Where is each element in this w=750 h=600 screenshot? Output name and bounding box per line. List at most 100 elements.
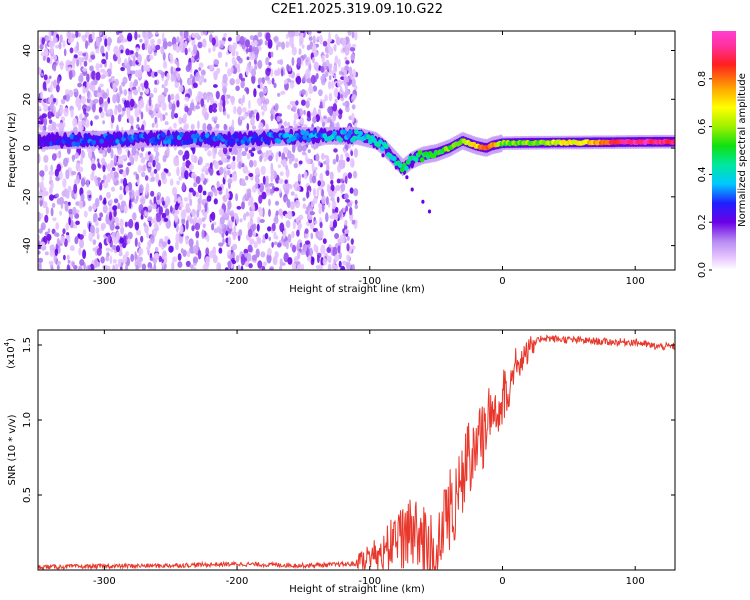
noise-blob — [251, 53, 256, 60]
noise-blob — [127, 231, 133, 240]
noise-blob — [189, 198, 193, 207]
noise-blob — [147, 216, 153, 222]
noise-blob — [180, 209, 186, 220]
noise-blob — [106, 252, 110, 257]
noise-blob — [211, 37, 216, 46]
noise-blob — [218, 105, 223, 113]
noise-blob — [146, 246, 151, 251]
noise-blob — [200, 98, 205, 107]
noise-blob — [49, 103, 55, 111]
noise-blob — [138, 34, 141, 38]
noise-blob — [151, 122, 155, 128]
noise-blob — [308, 85, 314, 94]
noise-blob — [246, 252, 252, 262]
noise-blob — [253, 88, 257, 98]
noise-blob — [273, 241, 278, 246]
noise-blob — [81, 119, 85, 126]
noise-blob — [270, 68, 274, 77]
noise-blob — [248, 172, 254, 177]
noise-blob — [316, 31, 322, 34]
y-tick-label: -40 — [22, 237, 33, 253]
noise-blob — [188, 35, 192, 42]
noise-blob — [241, 201, 245, 210]
noise-blob — [252, 223, 257, 231]
noise-blob — [53, 63, 57, 72]
noise-blob — [163, 217, 169, 222]
noise-blob — [289, 201, 295, 210]
noise-blob — [51, 228, 56, 235]
noise-blob — [295, 75, 302, 85]
noise-blob — [261, 111, 265, 116]
noise-blob — [265, 32, 271, 42]
noise-blob — [140, 111, 144, 120]
noise-blob — [65, 89, 70, 95]
y-tick-label: -20 — [22, 189, 33, 205]
noise-blob — [42, 201, 48, 209]
noise-blob — [254, 46, 259, 56]
noise-blob — [173, 156, 179, 167]
noise-blob — [170, 93, 175, 101]
noise-blob — [312, 116, 317, 124]
y-tick-label: 20 — [22, 93, 33, 106]
noise-blob — [333, 74, 337, 79]
snr-y-label: SNR (10 * v/v) — [7, 414, 18, 485]
noise-blob — [153, 196, 157, 204]
noise-blob — [335, 206, 339, 214]
noise-blob — [83, 107, 87, 115]
noise-blob — [233, 212, 239, 220]
noise-blob — [91, 163, 97, 171]
noise-blob — [80, 155, 83, 165]
noise-blob — [201, 199, 207, 203]
noise-blob — [239, 218, 243, 223]
noise-blob — [188, 78, 193, 86]
noise-blob — [82, 52, 87, 57]
noise-blob — [303, 171, 308, 180]
spectrogram-x-ticks: -300 -200 -100 0 100 — [93, 31, 645, 287]
ridge-tail — [421, 199, 425, 204]
noise-blob — [130, 50, 134, 55]
noise-blob — [344, 65, 350, 71]
noise-blob — [45, 206, 49, 215]
noise-blob — [346, 235, 350, 241]
noise-blob — [53, 105, 56, 116]
noise-blob — [157, 94, 162, 105]
noise-blob — [291, 244, 297, 253]
noise-blob — [330, 180, 334, 185]
noise-blob — [284, 213, 289, 219]
noise-blob — [261, 191, 267, 200]
snr-x-label: Height of straight line (km) — [289, 584, 425, 595]
noise-blob — [71, 34, 77, 39]
noise-blob — [254, 182, 259, 190]
noise-blob — [175, 67, 181, 72]
noise-blob — [55, 232, 60, 238]
noise-blob — [219, 43, 224, 49]
noise-blob — [268, 51, 272, 59]
noise-blob — [314, 167, 318, 171]
noise-blob — [268, 155, 273, 162]
noise-blob — [236, 67, 241, 73]
noise-blob — [223, 111, 227, 116]
noise-blob — [176, 36, 180, 43]
noise-blob — [213, 70, 219, 77]
noise-blob — [188, 47, 191, 53]
noise-blob — [184, 47, 188, 56]
noise-blob — [97, 176, 101, 187]
noise-blob — [350, 53, 355, 61]
noise-blob — [333, 64, 338, 74]
noise-blob — [231, 160, 236, 171]
noise-blob — [321, 188, 324, 197]
noise-blob — [280, 90, 286, 95]
colorbar-tick-label: 0.6 — [697, 119, 708, 135]
noise-blob — [178, 205, 181, 210]
noise-blob — [76, 41, 79, 52]
noise-blob — [323, 115, 327, 120]
noise-blob — [231, 259, 237, 265]
noise-blob — [188, 187, 194, 193]
noise-blob — [303, 54, 307, 59]
noise-blob — [116, 245, 120, 253]
noise-blob — [269, 188, 274, 195]
noise-blob — [174, 74, 177, 83]
noise-blob — [169, 178, 174, 186]
noise-blob — [164, 208, 170, 216]
noise-blob — [118, 252, 123, 257]
